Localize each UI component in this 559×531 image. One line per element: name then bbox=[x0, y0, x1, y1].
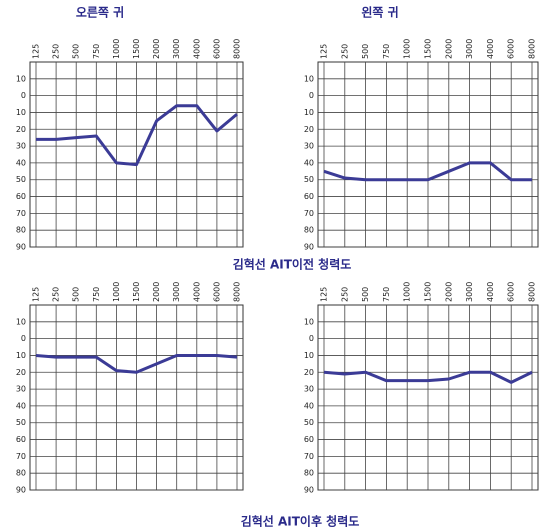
x-tick-label: 3000 bbox=[172, 39, 181, 59]
ear-label: 오른쪽 귀 bbox=[76, 5, 124, 20]
y-tick-label: 70 bbox=[304, 452, 314, 461]
y-tick-label: 90 bbox=[304, 486, 314, 495]
x-tick-label: 125 bbox=[32, 44, 41, 59]
y-tick-label: 0 bbox=[309, 91, 314, 100]
caption: 김혁선 AIT이후 청력도 bbox=[241, 514, 360, 529]
x-tick-label: 125 bbox=[32, 287, 41, 302]
x-tick-label: 1500 bbox=[132, 39, 141, 59]
x-tick-label: 3000 bbox=[465, 282, 474, 302]
x-tick-label: 4000 bbox=[486, 39, 495, 59]
y-tick-label: 40 bbox=[16, 401, 26, 410]
x-tick-label: 8000 bbox=[233, 282, 242, 302]
x-tick-label: 1500 bbox=[132, 282, 141, 302]
y-tick-label: 80 bbox=[304, 226, 314, 235]
y-tick-label: 30 bbox=[16, 142, 26, 151]
x-tick-label: 6000 bbox=[212, 39, 221, 59]
y-tick-label: 60 bbox=[304, 435, 314, 444]
x-tick-label: 6000 bbox=[507, 39, 516, 59]
y-tick-label: 40 bbox=[304, 401, 314, 410]
x-tick-label: 1000 bbox=[403, 39, 412, 59]
y-tick-label: 10 bbox=[16, 74, 26, 83]
y-tick-label: 30 bbox=[304, 385, 314, 394]
x-tick-label: 3000 bbox=[465, 39, 474, 59]
x-tick-label: 500 bbox=[72, 44, 81, 59]
x-tick-label: 750 bbox=[382, 44, 391, 59]
y-tick-label: 70 bbox=[16, 452, 26, 461]
y-tick-label: 20 bbox=[304, 368, 314, 377]
x-tick-label: 2000 bbox=[152, 282, 161, 302]
x-tick-label: 500 bbox=[361, 287, 370, 302]
y-tick-label: 70 bbox=[304, 209, 314, 218]
y-tick-label: 50 bbox=[16, 418, 26, 427]
x-tick-label: 250 bbox=[340, 44, 349, 59]
y-tick-label: 60 bbox=[304, 192, 314, 201]
y-tick-label: 40 bbox=[304, 158, 314, 167]
x-tick-label: 2000 bbox=[444, 282, 453, 302]
x-tick-label: 2000 bbox=[444, 39, 453, 59]
y-tick-label: 20 bbox=[304, 125, 314, 134]
x-tick-label: 125 bbox=[320, 287, 329, 302]
y-tick-label: 40 bbox=[16, 158, 26, 167]
y-tick-label: 0 bbox=[21, 91, 26, 100]
x-tick-label: 8000 bbox=[233, 39, 242, 59]
y-tick-label: 10 bbox=[304, 317, 314, 326]
x-tick-label: 250 bbox=[52, 44, 61, 59]
x-tick-label: 1000 bbox=[112, 282, 121, 302]
hearing-line bbox=[323, 370, 533, 384]
y-tick-label: 90 bbox=[16, 486, 26, 495]
x-tick-label: 6000 bbox=[212, 282, 221, 302]
x-tick-label: 3000 bbox=[172, 282, 181, 302]
y-tick-label: 0 bbox=[21, 334, 26, 343]
x-tick-label: 1000 bbox=[403, 282, 412, 302]
y-tick-label: 20 bbox=[16, 125, 26, 134]
y-tick-label: 80 bbox=[16, 226, 26, 235]
x-tick-label: 750 bbox=[382, 287, 391, 302]
caption: 김혁선 AIT이전 청력도 bbox=[233, 257, 352, 272]
y-tick-label: 50 bbox=[304, 175, 314, 184]
x-tick-label: 1500 bbox=[424, 282, 433, 302]
y-tick-label: 20 bbox=[16, 368, 26, 377]
x-tick-label: 2000 bbox=[152, 39, 161, 59]
ear-label: 왼쪽 귀 bbox=[361, 5, 398, 20]
y-tick-label: 10 bbox=[16, 108, 26, 117]
x-tick-label: 8000 bbox=[528, 282, 537, 302]
y-tick-label: 60 bbox=[16, 192, 26, 201]
y-tick-label: 70 bbox=[16, 209, 26, 218]
x-tick-label: 1000 bbox=[112, 39, 121, 59]
y-tick-label: 50 bbox=[16, 175, 26, 184]
y-tick-label: 10 bbox=[16, 317, 26, 326]
x-tick-label: 750 bbox=[92, 287, 101, 302]
x-tick-label: 4000 bbox=[192, 39, 201, 59]
x-tick-label: 500 bbox=[72, 287, 81, 302]
x-tick-label: 8000 bbox=[528, 39, 537, 59]
y-tick-label: 80 bbox=[304, 469, 314, 478]
hearing-line bbox=[323, 161, 532, 182]
x-tick-label: 4000 bbox=[192, 282, 201, 302]
x-tick-label: 1500 bbox=[424, 39, 433, 59]
y-tick-label: 50 bbox=[304, 418, 314, 427]
y-tick-label: 30 bbox=[304, 142, 314, 151]
x-tick-label: 250 bbox=[52, 287, 61, 302]
x-tick-label: 250 bbox=[340, 287, 349, 302]
hearing-line bbox=[36, 104, 238, 167]
y-tick-label: 90 bbox=[304, 243, 314, 252]
y-tick-label: 90 bbox=[16, 243, 26, 252]
x-tick-label: 125 bbox=[320, 44, 329, 59]
x-tick-label: 4000 bbox=[486, 282, 495, 302]
y-tick-label: 0 bbox=[309, 334, 314, 343]
y-tick-label: 10 bbox=[304, 74, 314, 83]
hearing-line bbox=[35, 353, 238, 374]
y-tick-label: 60 bbox=[16, 435, 26, 444]
x-tick-label: 750 bbox=[92, 44, 101, 59]
x-tick-label: 6000 bbox=[507, 282, 516, 302]
x-tick-label: 500 bbox=[361, 44, 370, 59]
y-tick-label: 10 bbox=[304, 108, 314, 117]
y-tick-label: 30 bbox=[16, 385, 26, 394]
y-tick-label: 80 bbox=[16, 469, 26, 478]
y-tick-label: 10 bbox=[304, 351, 314, 360]
y-tick-label: 10 bbox=[16, 351, 26, 360]
